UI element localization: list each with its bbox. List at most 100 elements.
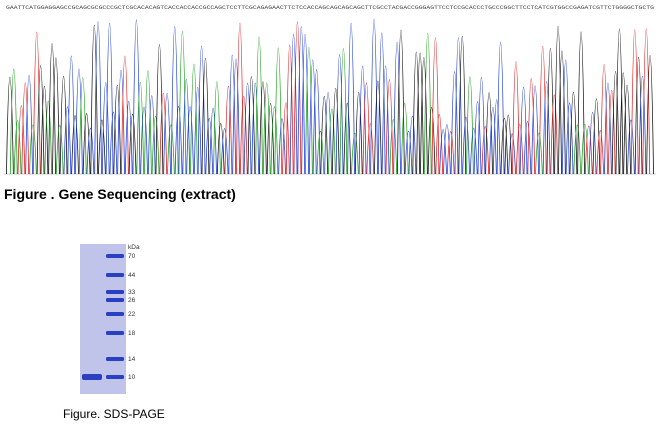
trace-peak-T: [515, 123, 524, 175]
trace-peak-G: [52, 57, 60, 175]
trace-peak-C: [297, 26, 306, 175]
trace-peak-T: [285, 45, 294, 175]
sequencing-chromatogram: GAATTCATGGAGGAGCCGCAGCGCGCCCGCTCGCACACAG…: [4, 5, 656, 175]
trace-peak-T: [630, 29, 639, 175]
marker-band: [106, 254, 124, 258]
trace-peak-T: [121, 55, 129, 175]
trace-peak-G: [558, 50, 566, 175]
trace-peak-A: [573, 124, 582, 175]
marker-band: [106, 357, 124, 361]
trace-peak-C: [86, 127, 95, 175]
trace-peak-G: [569, 92, 578, 175]
trace-peak-T: [236, 23, 244, 175]
trace-peak-G: [98, 119, 106, 175]
trace-peak-G: [343, 102, 352, 175]
trace-peak-T: [32, 31, 41, 175]
trace-peak-G: [646, 54, 654, 175]
trace-peak-C: [220, 128, 229, 175]
trace-peaks: [6, 19, 654, 175]
trace-peak-A: [190, 63, 198, 175]
trace-peak-A: [351, 133, 359, 175]
trace-peak-C: [508, 133, 516, 175]
trace-peak-C: [519, 86, 528, 175]
trace-peak-T: [481, 126, 490, 175]
trace-peak-T: [512, 61, 520, 175]
trace-peak-C: [197, 45, 206, 175]
trace-peak-G: [420, 57, 428, 175]
trace-peak-A: [262, 82, 271, 175]
trace-peak-T: [224, 85, 233, 175]
trace-peak-G: [458, 35, 467, 175]
marker-band: [106, 273, 124, 277]
trace-peak-C: [308, 59, 317, 175]
trace-peak-G: [504, 114, 513, 175]
trace-peak-A: [389, 119, 398, 175]
trace-peak-G: [155, 44, 164, 175]
trace-peak-G: [554, 25, 562, 175]
trace-peak-C: [75, 68, 83, 175]
trace-peak-C: [278, 118, 286, 175]
trace-peak-A: [151, 116, 160, 175]
trace-peak-A: [400, 102, 409, 175]
trace-peak-C: [542, 81, 551, 175]
trace-peak-G: [412, 51, 421, 175]
trace-peak-C: [228, 54, 237, 175]
trace-peak-G: [416, 52, 424, 175]
trace-peak-G: [634, 56, 643, 175]
trace-peak-C: [25, 75, 33, 175]
trace-peak-C: [163, 93, 171, 175]
trace-peak-G: [331, 87, 340, 175]
marker-label: 18: [128, 330, 136, 337]
trace-peak-T: [385, 79, 394, 175]
trace-peak-T: [362, 82, 371, 175]
trace-peak-G: [113, 84, 122, 175]
sample-band: [82, 374, 102, 380]
trace-peak-C: [531, 85, 539, 175]
trace-peak-C: [523, 120, 532, 175]
trace-peak-C: [404, 131, 413, 175]
trace-peak-C: [232, 58, 240, 175]
trace-peak-T: [293, 21, 302, 175]
trace-peak-C: [205, 118, 214, 175]
sds-page-caption: Figure. SDS-PAGE: [63, 407, 165, 421]
marker-band: [106, 375, 124, 379]
trace-peak-C: [450, 71, 459, 175]
marker-band: [106, 298, 124, 302]
trace-peak-T: [550, 94, 559, 175]
marker-label: 10: [128, 374, 136, 381]
trace-peak-G: [82, 113, 91, 175]
trace-peak-C: [496, 42, 505, 175]
trace-peak-C: [117, 70, 125, 175]
trace-peak-C: [324, 92, 332, 175]
trace-peak-A: [29, 124, 37, 175]
trace-peak-C: [489, 106, 497, 175]
trace-peak-T: [538, 46, 547, 175]
trace-peak-C: [147, 95, 156, 175]
trace-peak-A: [328, 108, 336, 175]
trace-peak-T: [600, 63, 608, 175]
trace-peak-C: [251, 82, 260, 175]
trace-peak-G: [592, 98, 601, 175]
trace-peak-G: [48, 43, 56, 175]
trace-peak-C: [243, 82, 252, 175]
trace-peak-G: [619, 72, 628, 175]
trace-peak-A: [144, 70, 152, 175]
trace-peak-G: [615, 28, 624, 175]
marker-band: [106, 331, 124, 335]
trace-peak-A: [78, 77, 87, 175]
trace-peak-C: [182, 79, 191, 175]
trace-peak-G: [427, 106, 436, 175]
trace-peak-C: [124, 101, 133, 175]
trace-peak-T: [446, 131, 455, 175]
trace-peak-T: [527, 78, 536, 175]
gel-unit-label: kDa: [128, 244, 140, 251]
trace-peak-C: [439, 129, 447, 175]
gel-lane-area: [80, 244, 126, 394]
trace-peak-A: [167, 124, 175, 175]
trace-peak-C: [370, 19, 378, 175]
trace-peak-C: [109, 112, 118, 175]
trace-peak-C: [101, 82, 110, 175]
trace-peak-T: [607, 89, 616, 175]
trace-peak-G: [247, 76, 256, 175]
